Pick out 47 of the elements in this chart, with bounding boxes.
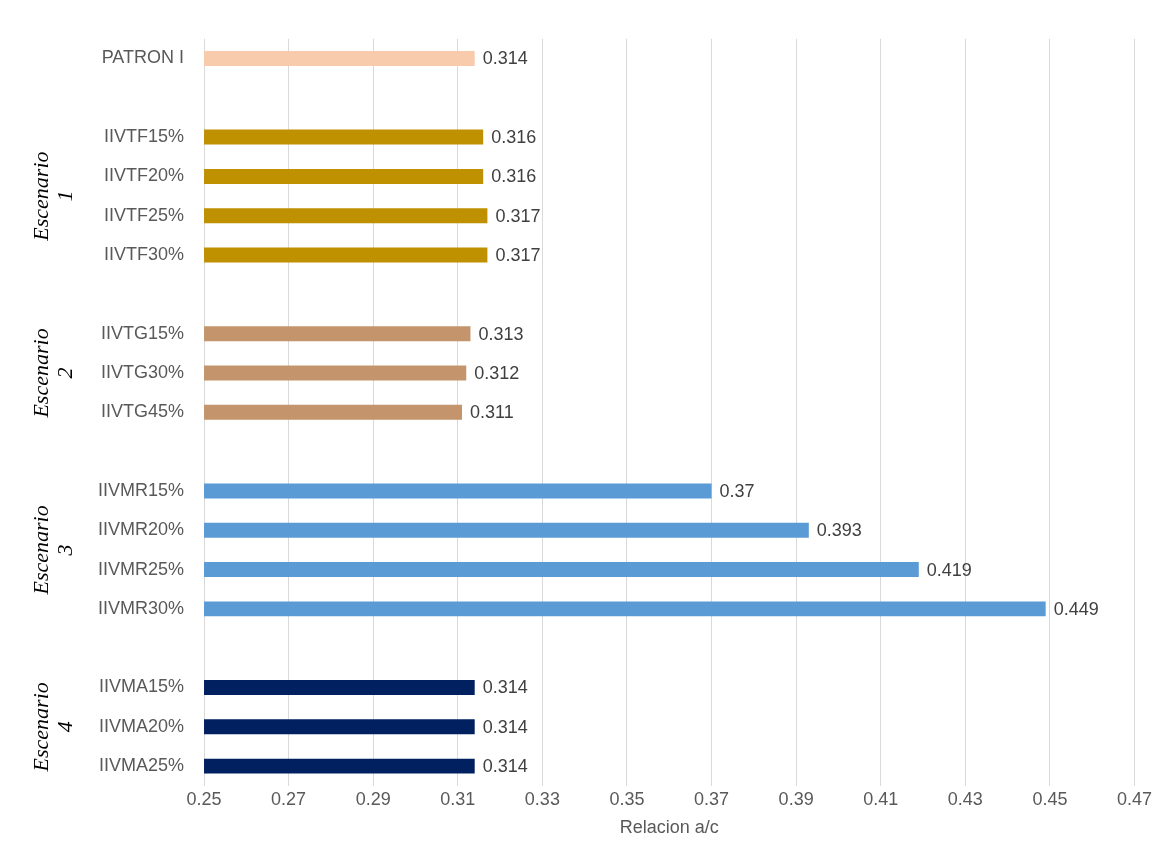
y-tick-label: IIVTG15%	[101, 322, 185, 343]
data-label: 0.313	[478, 323, 524, 344]
y-tick-label: IIVMR15%	[98, 479, 185, 500]
x-tick-label: 0.27	[271, 788, 307, 809]
data-label: 0.393	[816, 520, 862, 541]
data-label: 0.316	[491, 127, 537, 148]
text: Escenario 3	[27, 505, 77, 596]
text: Escenario 4	[27, 682, 77, 773]
data-label: 0.449	[1053, 598, 1099, 619]
data-label: 0.419	[926, 559, 972, 580]
y-tick-label: IIVTF25%	[104, 204, 185, 225]
data-label: 0.314	[482, 677, 528, 698]
x-tick-label: 0.29	[355, 788, 391, 809]
y-tick-label: IIVMR25%	[98, 558, 185, 579]
x-axis-title: Relacion a/c	[619, 817, 719, 838]
data-label: 0.316	[491, 166, 537, 187]
y-tick-label: IIVMA15%	[98, 676, 185, 697]
x-tick-label: 0.45	[1032, 788, 1068, 809]
x-tick-label: 0.37	[694, 788, 730, 809]
y-tick-label: IIVTG45%	[101, 401, 185, 422]
y-tick-label: IIVMA25%	[98, 755, 185, 776]
x-tick-label: 0.33	[524, 788, 560, 809]
text: Escenario 1	[27, 151, 77, 242]
data-label: 0.314	[482, 48, 528, 69]
text: Escenario 2	[27, 328, 77, 419]
data-label: 0.312	[474, 362, 520, 383]
x-tick-label: 0.35	[609, 788, 645, 809]
data-label: 0.317	[495, 205, 541, 226]
y-tick-label: IIVTF30%	[104, 244, 185, 265]
y-tick-label: IIVTG30%	[101, 361, 185, 382]
x-tick-label: 0.31	[440, 788, 476, 809]
data-label: 0.314	[482, 716, 528, 737]
data-label: 0.317	[495, 245, 541, 266]
y-tick-label: IIVTF20%	[104, 165, 185, 186]
y-tick-label: IIVMR30%	[98, 597, 185, 618]
y-tick-label: PATRON I	[101, 47, 185, 68]
x-tick-label: 0.43	[947, 788, 983, 809]
data-label: 0.37	[719, 480, 755, 501]
x-tick-label: 0.25	[186, 788, 222, 809]
y-tick-label: IIVMR20%	[98, 519, 185, 540]
data-label: 0.311	[470, 402, 514, 423]
x-tick-label: 0.47	[1116, 788, 1153, 809]
data-label: 0.314	[482, 756, 528, 777]
x-tick-label: 0.39	[778, 788, 814, 809]
x-tick-label: 0.41	[863, 788, 899, 809]
y-tick-label: IIVTF15%	[104, 126, 185, 147]
y-tick-label: IIVMA20%	[98, 715, 185, 736]
